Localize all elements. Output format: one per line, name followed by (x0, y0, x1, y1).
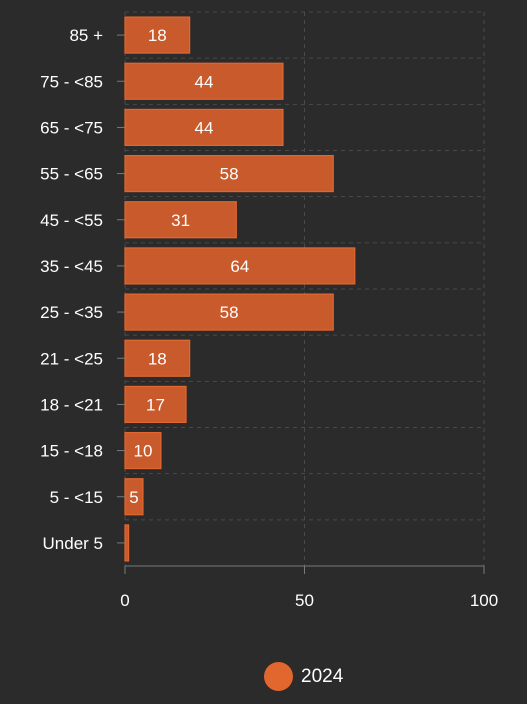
category-label: 75 - <85 (40, 72, 103, 91)
category-label: 21 - <25 (40, 349, 103, 368)
category-label: 65 - <75 (40, 118, 103, 137)
bar-value-label: 18 (148, 26, 167, 45)
legend-swatch (264, 662, 293, 691)
bar[interactable] (124, 108, 284, 147)
bar[interactable] (124, 154, 334, 193)
bar[interactable] (124, 16, 191, 54)
bar-value-label: 31 (171, 211, 190, 230)
category-label: 45 - <55 (40, 211, 103, 230)
bar-value-label: 44 (195, 118, 214, 137)
bar[interactable] (124, 293, 334, 331)
category-label: 85 + (69, 26, 103, 45)
legend-label-2024: 2024 (301, 665, 344, 687)
bar-value-label: 58 (220, 165, 239, 184)
category-label: 5 - <15 (50, 488, 103, 507)
category-label: 18 - <21 (40, 395, 103, 414)
x-tick-label: 100 (470, 591, 498, 610)
bar-value-label: 58 (220, 303, 239, 322)
bar-value-label: 5 (129, 488, 138, 507)
category-label: 55 - <65 (40, 165, 103, 184)
legend[interactable]: 2024 (264, 662, 343, 691)
bar-chart: 18 44 44 58 31 64 58 18 17 10 5 85 + 75 - <85 65 - <… (40, 11, 498, 610)
bar-value-label: 44 (195, 72, 214, 91)
category-label: 25 - <35 (40, 303, 103, 322)
bar-value-label: 18 (148, 349, 167, 368)
bar[interactable] (124, 247, 356, 285)
bar-value-label: 64 (230, 257, 249, 276)
bars: 18 44 44 58 31 64 58 18 17 10 5 (124, 16, 356, 562)
x-tick-label: 50 (295, 591, 314, 610)
x-tick-label: 0 (120, 591, 129, 610)
category-label: 35 - <45 (40, 257, 103, 276)
category-label: 15 - <18 (40, 442, 103, 461)
bar-value-label: 17 (146, 395, 165, 414)
x-axis: 0 50 100 (120, 565, 498, 610)
category-labels: 85 + 75 - <85 65 - <75 55 - <65 45 - <55 35 -… (40, 26, 125, 553)
bar[interactable] (124, 201, 237, 239)
category-label: Under 5 (43, 534, 103, 553)
bar-value-label: 10 (133, 442, 152, 461)
bar[interactable] (124, 62, 284, 100)
bar[interactable] (124, 524, 130, 562)
